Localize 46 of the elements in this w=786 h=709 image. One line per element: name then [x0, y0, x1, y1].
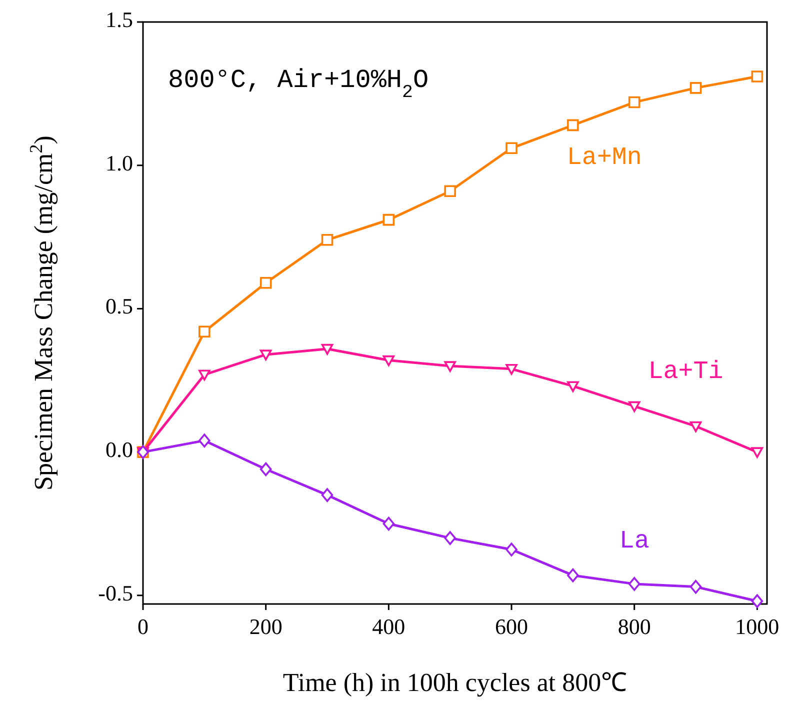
y-tick-label: 1.5 — [106, 7, 133, 32]
y-tick-label: 0.0 — [106, 437, 133, 462]
point — [567, 381, 579, 392]
x-axis-title: Time (h) in 100h cycles at 800℃ — [282, 668, 628, 697]
point — [260, 462, 272, 476]
point — [444, 185, 456, 198]
point — [628, 577, 640, 591]
point — [321, 488, 334, 502]
point — [690, 421, 702, 432]
point — [506, 364, 518, 375]
point — [690, 580, 702, 594]
x-tick-label: 200 — [249, 614, 282, 639]
point — [260, 350, 272, 360]
point — [567, 568, 579, 582]
point — [506, 542, 518, 556]
point — [690, 82, 702, 94]
point — [260, 276, 272, 289]
x-tick-label: 800 — [618, 614, 651, 639]
point — [628, 96, 640, 108]
point — [444, 531, 456, 545]
annotation: 800°C, Air+10%H$_{2}$O — [168, 65, 429, 103]
point — [567, 119, 579, 132]
y-tick-label: 0.5 — [106, 294, 133, 319]
x-tick-label: 600 — [495, 614, 528, 639]
x-tick-label: 400 — [372, 614, 406, 639]
point — [506, 142, 518, 154]
point — [198, 434, 210, 448]
point — [628, 401, 640, 412]
point — [444, 361, 456, 372]
x-tick-label: 0 — [138, 614, 148, 639]
point — [382, 355, 395, 366]
y-tick-label: -0.5 — [98, 580, 133, 606]
x-tick-label: 1000 — [735, 614, 780, 639]
point — [382, 214, 395, 226]
point — [751, 70, 764, 82]
point — [321, 344, 334, 355]
point — [198, 326, 210, 338]
point — [751, 447, 764, 458]
series-label: La+Mn — [566, 142, 642, 172]
y-tick-label: 1.0 — [106, 150, 133, 176]
series-label: La — [619, 526, 650, 556]
point — [382, 516, 395, 531]
point — [751, 594, 764, 608]
series-label: La+Ti — [648, 356, 724, 386]
point — [321, 234, 334, 246]
point — [198, 370, 210, 381]
